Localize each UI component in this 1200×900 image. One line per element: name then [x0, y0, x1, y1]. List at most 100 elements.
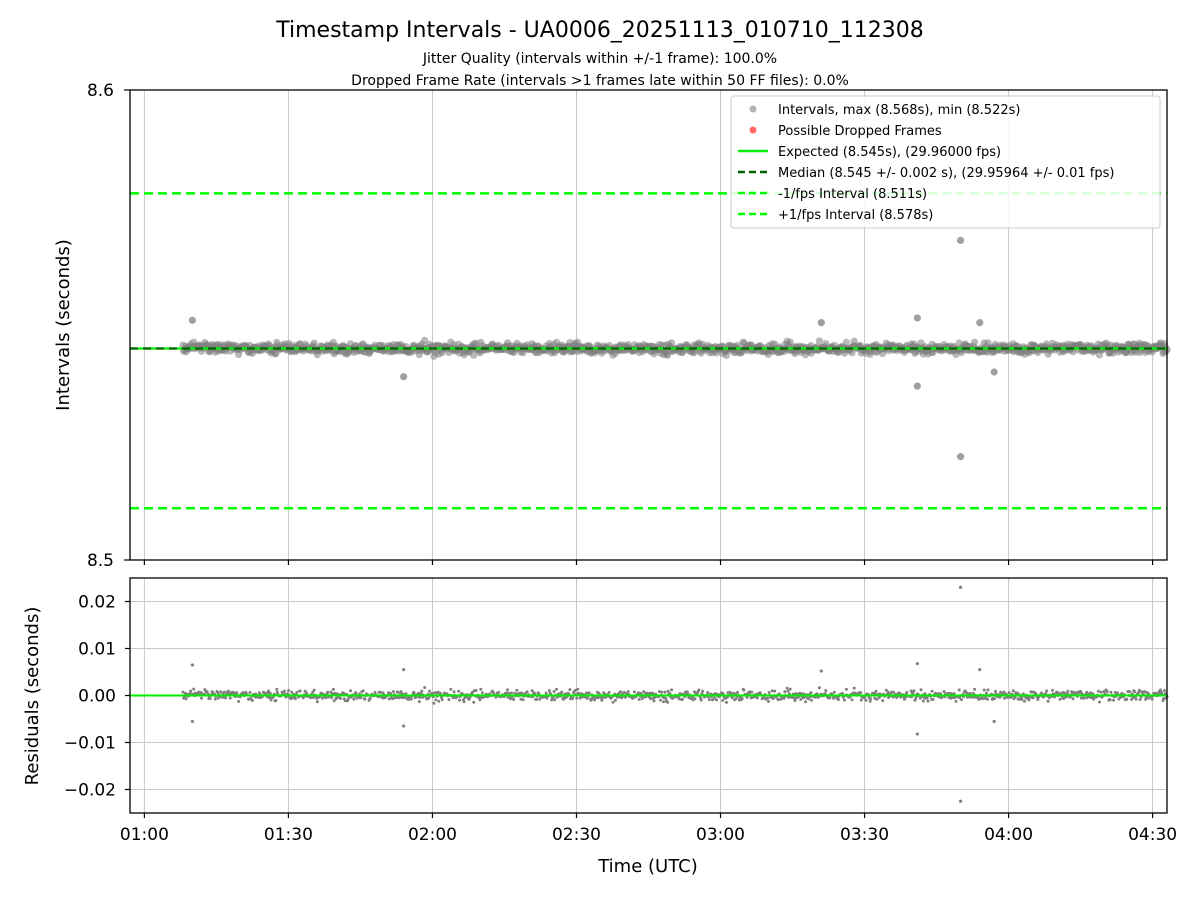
residual-point [680, 697, 684, 701]
bottom-y-tick-label: 0.01 [78, 640, 116, 660]
residual-point [256, 695, 260, 699]
residual-point [412, 690, 416, 694]
residual-point [250, 699, 254, 702]
residual-point [587, 691, 591, 695]
residual-point [311, 696, 315, 700]
residual-point [664, 697, 668, 701]
residual-point [324, 696, 328, 700]
residual-point [354, 691, 358, 695]
residual-point [782, 696, 786, 700]
residual-point [298, 689, 302, 693]
residual-point [391, 690, 395, 694]
residual-point [1125, 697, 1129, 701]
residual-point [905, 690, 909, 694]
residual-point [208, 697, 212, 700]
residual-point [832, 690, 836, 694]
residual-point [1085, 690, 1089, 694]
residual-point [1002, 690, 1006, 694]
residual-point [544, 691, 548, 695]
residual-point [824, 689, 828, 693]
residual-point [750, 690, 754, 694]
residual-point [373, 690, 377, 694]
residual-point [770, 689, 774, 693]
residual-point [971, 691, 975, 695]
residual-point [547, 689, 551, 693]
residual-point [232, 691, 236, 695]
residual-point [593, 698, 597, 702]
residual-point [923, 692, 927, 696]
residual-point [809, 698, 813, 702]
residual-point [423, 686, 427, 689]
residual-point [235, 691, 239, 695]
subtitle-dropped: Dropped Frame Rate (intervals >1 frames … [351, 73, 849, 89]
residual-point [568, 688, 572, 692]
residual-point [427, 689, 431, 693]
residual-point [506, 688, 510, 692]
residual-point [766, 696, 770, 700]
residual-point [312, 688, 316, 692]
residual-point [576, 687, 580, 691]
residual-point [652, 699, 656, 703]
residual-outlier-point [402, 724, 406, 728]
residual-point [986, 688, 990, 692]
residual-point [381, 691, 385, 695]
residual-point [552, 690, 556, 693]
residual-point [275, 687, 279, 691]
residual-point [715, 698, 718, 702]
residual-point [1131, 696, 1135, 700]
residual-point [330, 692, 334, 696]
residual-point [874, 689, 878, 693]
residual-point [649, 697, 653, 701]
residual-point [895, 696, 899, 699]
residual-point [538, 697, 542, 701]
residual-point [219, 690, 223, 694]
residual-point [508, 697, 512, 701]
residual-point [948, 691, 952, 695]
residual-point [596, 696, 600, 700]
interval-outlier-point [188, 316, 197, 324]
residual-point [479, 687, 483, 691]
residual-point [413, 696, 417, 700]
residual-point [903, 696, 907, 699]
residual-point [268, 691, 272, 695]
residual-point [659, 698, 662, 702]
residual-point [1163, 689, 1166, 693]
residual-point [1146, 692, 1150, 695]
residual-point [1011, 689, 1015, 693]
residual-outlier-point [958, 585, 963, 590]
residual-point [521, 698, 525, 702]
residual-point [184, 697, 188, 701]
residual-point [577, 692, 581, 696]
residual-point [468, 697, 471, 701]
legend-dropped-marker [749, 126, 757, 134]
residual-point [474, 689, 478, 692]
interval-point [668, 339, 676, 347]
residual-point [228, 696, 232, 700]
x-axis-label: Time (UTC) [597, 856, 698, 877]
residual-point [330, 696, 334, 700]
top-y-tick-label: 8.5 [87, 551, 114, 571]
residual-outlier-point [958, 799, 963, 803]
residual-point [742, 688, 746, 692]
residual-point [1071, 697, 1075, 701]
residual-outlier-point [819, 669, 823, 673]
residual-point [1098, 700, 1101, 704]
x-tick-label: 02:00 [408, 825, 457, 845]
residual-point [930, 689, 934, 693]
residual-point [1112, 698, 1115, 702]
residual-point [346, 698, 350, 702]
residual-point [1147, 696, 1151, 700]
residual-point [349, 689, 352, 693]
residual-point [604, 695, 608, 699]
legend-expected: Expected (8.545s), (29.96000 fps) [778, 145, 1001, 160]
legend: Intervals, max (8.568s), min (8.522s) Po… [730, 95, 1161, 229]
residual-point [787, 696, 791, 699]
residual-point [952, 692, 956, 696]
residual-point [420, 689, 424, 693]
residual-point [755, 696, 759, 700]
residual-point [280, 690, 284, 694]
residual-point [1137, 688, 1141, 692]
residual-point [321, 696, 324, 700]
interval-point [815, 337, 824, 345]
residual-point [396, 690, 400, 694]
